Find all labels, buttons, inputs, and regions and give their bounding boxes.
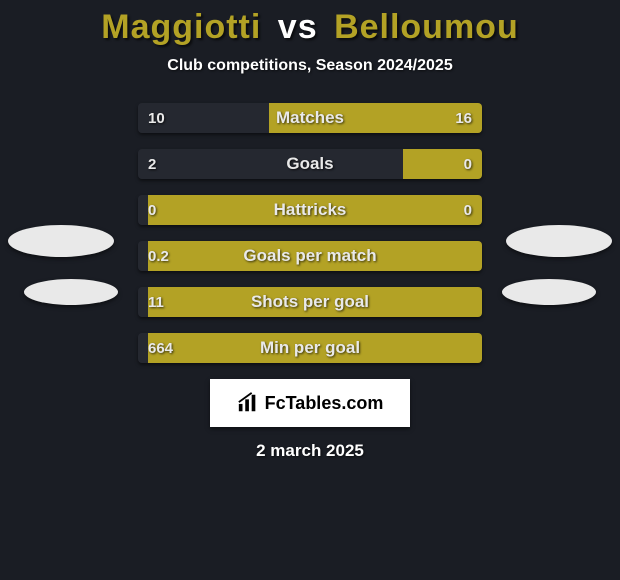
stat-bar-left bbox=[138, 149, 403, 179]
stat-row: Shots per goal11 bbox=[138, 287, 482, 317]
stat-bar-left bbox=[138, 195, 148, 225]
stat-bar-left bbox=[138, 287, 148, 317]
stat-bar-left bbox=[138, 333, 148, 363]
stat-row: Matches1016 bbox=[138, 103, 482, 133]
stat-row: Hattricks00 bbox=[138, 195, 482, 225]
player1-name: Maggiotti bbox=[101, 8, 261, 46]
stat-bars: Matches1016 Goals20 Hattricks00 Goals per m… bbox=[138, 103, 482, 363]
page-title: Maggiotti vs Belloumou bbox=[0, 8, 620, 47]
stat-row: Min per goal664 bbox=[138, 333, 482, 363]
stat-row: Goals per match0.2 bbox=[138, 241, 482, 271]
stat-bar-left bbox=[138, 103, 269, 133]
player-oval-right-2 bbox=[502, 279, 596, 305]
chart-icon bbox=[237, 392, 259, 414]
player-oval-left-1 bbox=[8, 225, 114, 257]
subtitle: Club competitions, Season 2024/2025 bbox=[0, 57, 620, 75]
player-oval-left-2 bbox=[24, 279, 118, 305]
player2-name: Belloumou bbox=[334, 8, 519, 46]
stat-bar-right bbox=[269, 103, 482, 133]
stat-bar-right bbox=[403, 149, 482, 179]
stat-bar-right bbox=[148, 195, 482, 225]
comparison-card: Maggiotti vs Belloumou Club competitions… bbox=[0, 0, 620, 580]
stat-bar-left bbox=[138, 241, 148, 271]
stats-arena: Matches1016 Goals20 Hattricks00 Goals per m… bbox=[0, 103, 620, 363]
stat-bar-right bbox=[148, 287, 482, 317]
stat-row: Goals20 bbox=[138, 149, 482, 179]
player-oval-right-1 bbox=[506, 225, 612, 257]
vs-text: vs bbox=[278, 8, 318, 46]
stat-bar-right bbox=[148, 333, 482, 363]
stat-bar-right bbox=[148, 241, 482, 271]
logo-text: FcTables.com bbox=[265, 393, 384, 414]
source-logo: FcTables.com bbox=[210, 379, 410, 427]
date-label: 2 march 2025 bbox=[0, 441, 620, 461]
